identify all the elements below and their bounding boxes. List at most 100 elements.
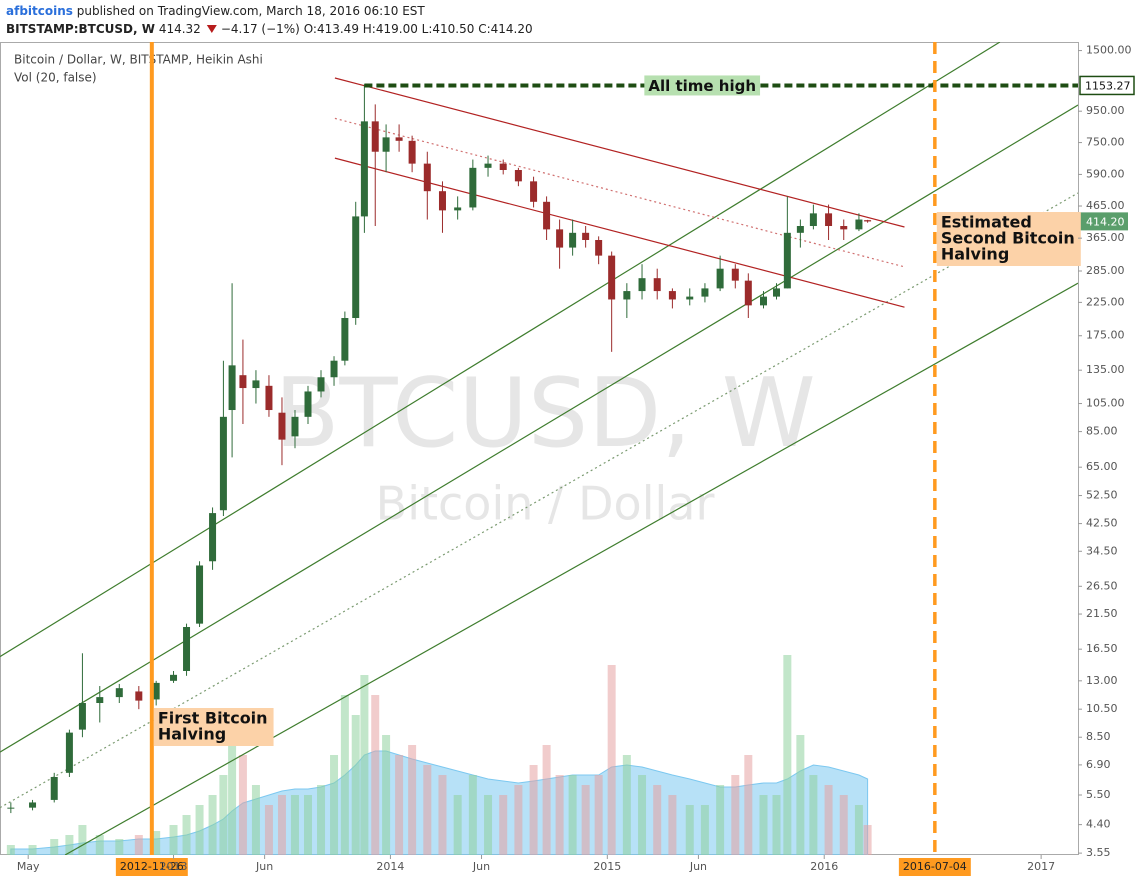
candle-body [773, 288, 781, 297]
candle-body [499, 163, 507, 170]
annotation-text: Second Bitcoin [941, 229, 1075, 248]
volume-bar [499, 795, 508, 855]
volume-bar [395, 755, 404, 855]
volume-bar [484, 795, 493, 855]
annotation-text: Halving [158, 725, 226, 744]
y-tick-label: 365.00 [1086, 231, 1125, 244]
y-tick-label: 16.50 [1086, 642, 1118, 655]
candle-body [304, 391, 312, 417]
candle-body [252, 380, 260, 389]
volume-bar [115, 839, 124, 855]
trend-line [0, 104, 1078, 753]
chart-title: Bitcoin / Dollar, W, BITSTAMP, Heikin As… [14, 53, 263, 67]
volume-bar [542, 745, 551, 855]
x-tick-label: Jun [255, 860, 273, 873]
volume-bar [182, 815, 191, 855]
y-tick-label: 4.40 [1086, 818, 1111, 831]
ohlc-line: −4.17 (−1%) O:413.49 H:419.00 L:410.50 C… [221, 22, 533, 36]
y-tick-label: 6.90 [1086, 758, 1111, 771]
volume-bar [438, 775, 447, 855]
candle-body [196, 565, 204, 624]
trend-line [0, 192, 1078, 809]
halving-date-box [115, 858, 188, 876]
volume-bar [796, 735, 805, 855]
candle-body [317, 377, 325, 392]
trend-line [64, 282, 1078, 855]
candle-body [744, 280, 752, 306]
y-tick-label: 950.00 [1086, 104, 1125, 117]
volume-bar [238, 755, 247, 855]
volume-bar [78, 825, 87, 855]
ath-price-box [1079, 75, 1135, 96]
candle-body [469, 167, 477, 208]
candle-body [408, 140, 416, 164]
y-tick-label: 65.00 [1086, 460, 1118, 473]
candle-body [484, 163, 492, 168]
y-tick-label: 175.00 [1086, 329, 1125, 342]
volume-bar [568, 775, 577, 855]
trend-line [334, 77, 905, 228]
candle-body [556, 229, 564, 248]
ath-price-label: 1153.27 [1085, 79, 1131, 92]
volume-bar [700, 805, 709, 855]
candle-body [278, 412, 286, 440]
candle-body [50, 776, 58, 800]
watermark: BTCUSD, W [274, 359, 815, 469]
y-tick-label: 52.50 [1086, 489, 1118, 502]
candle-body [595, 239, 603, 256]
plot [0, 42, 1078, 855]
candle-body [796, 226, 804, 233]
volume-bar [423, 765, 432, 855]
candle-body [352, 216, 360, 319]
watermark-sub: Bitcoin / Dollar [376, 477, 715, 531]
candle-body [291, 416, 299, 437]
y-tick-label: 8.50 [1086, 730, 1111, 743]
volume-bar [351, 715, 360, 855]
candle-body [423, 163, 431, 192]
y-tick-label: 750.00 [1086, 136, 1125, 149]
candle-body [454, 207, 462, 211]
candle-body [638, 278, 646, 292]
author[interactable]: afbitcoins [6, 4, 73, 18]
candle-body [78, 703, 86, 730]
symbol: BITSTAMP:BTCUSD, W [6, 22, 155, 36]
volume-label: Vol (20, false) [14, 71, 97, 85]
candle-body [530, 181, 538, 202]
candle-body [809, 213, 817, 227]
volume-bar [824, 785, 833, 855]
volume-bar [28, 845, 37, 855]
volume-bar [251, 785, 260, 855]
published: published on TradingView.com, March 18, … [77, 4, 426, 18]
volume-bar [290, 795, 299, 855]
candle-body [759, 296, 767, 306]
last: 414.32 [159, 22, 201, 36]
candle-body [569, 232, 577, 248]
volume-bar [152, 831, 161, 855]
candle-body [608, 255, 616, 300]
y-tick-label: 5.50 [1086, 788, 1111, 801]
candle-body [395, 137, 403, 141]
last-price-label: 414.20 [1086, 215, 1125, 228]
volume-bar [65, 835, 74, 855]
candle-body [701, 288, 709, 297]
volume-bar [581, 785, 590, 855]
y-tick-label: 85.00 [1086, 425, 1118, 438]
candle-body [783, 232, 791, 289]
candle-body [228, 365, 236, 411]
volume-bar [783, 655, 792, 855]
ohlc-high: H:419.00 [363, 22, 418, 36]
volume-bar [529, 765, 538, 855]
candle-body [152, 682, 160, 700]
candle-body [96, 697, 104, 704]
volume-bar [607, 665, 616, 855]
volume-bar [169, 825, 178, 855]
change: −4.17 (−1%) [221, 22, 300, 36]
y-tick-label: 135.00 [1086, 363, 1125, 376]
volume-bar [95, 835, 104, 855]
y-tick-label: 26.50 [1086, 579, 1118, 592]
volume-bar [50, 839, 59, 855]
candle-body [183, 627, 191, 671]
volume-bar [340, 695, 349, 855]
x-tick-label: 2017 [1027, 860, 1055, 873]
candle-body [330, 360, 338, 378]
